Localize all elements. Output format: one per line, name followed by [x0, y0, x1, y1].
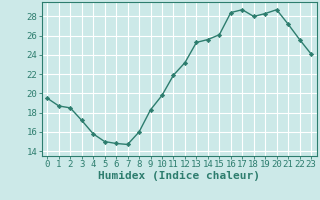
X-axis label: Humidex (Indice chaleur): Humidex (Indice chaleur): [98, 171, 260, 181]
